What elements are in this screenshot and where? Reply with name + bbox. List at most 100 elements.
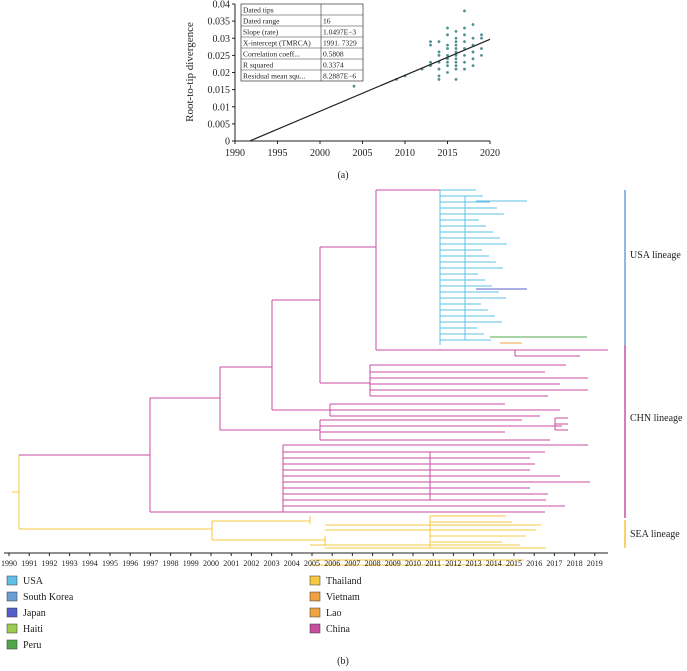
legend-label: South Korea <box>23 592 74 603</box>
table-cell-label: Slope (rate) <box>243 28 279 37</box>
data-point <box>454 50 458 54</box>
time-tick-label: 2004 <box>284 559 300 568</box>
lineage-label: USA lineage <box>630 250 681 261</box>
table-cell-label: Dated tips <box>243 6 274 15</box>
time-tick-label: 2012 <box>445 559 461 568</box>
legend-label: Japan <box>23 608 46 619</box>
legend-label: Peru <box>23 640 41 651</box>
panel-label-a: (a) <box>337 170 348 181</box>
time-tick-label: 2010 <box>405 559 421 568</box>
time-tick-label: 1991 <box>21 559 37 568</box>
data-point <box>429 40 432 44</box>
data-point <box>480 53 483 57</box>
legend-swatch <box>309 607 321 618</box>
data-point <box>437 67 441 71</box>
tree-panel: USA lineage CHN lineage SEA lineage 1990 19… <box>1 189 683 667</box>
table-cell-label: Correlation coeff... <box>243 50 300 59</box>
data-point <box>480 36 483 40</box>
data-point <box>446 43 449 47</box>
time-tick-label: 2013 <box>466 559 482 568</box>
time-tick-label: 2009 <box>385 559 401 568</box>
x-tick-label: 2010 <box>395 148 415 159</box>
tree-branches <box>12 189 608 566</box>
data-point <box>454 36 458 40</box>
y-tick-label: 0.03 <box>213 34 231 45</box>
x-tick-label: 2020 <box>480 148 500 159</box>
data-point <box>446 53 449 57</box>
data-point <box>463 33 466 37</box>
legend-swatch <box>6 591 18 602</box>
stats-table: Dated tips Dated range 16 Slope (rate) 1.049… <box>240 3 364 82</box>
x-tick-label: 2015 <box>438 148 458 159</box>
data-point <box>454 57 458 61</box>
data-point <box>454 30 458 33</box>
legend-label: China <box>326 624 350 635</box>
data-point <box>446 64 449 68</box>
data-point <box>463 60 466 64</box>
data-point <box>446 33 449 37</box>
lineage-label: CHN lineage <box>630 413 683 424</box>
table-cell-value: 0.5808 <box>323 50 344 59</box>
time-tick-label: 1992 <box>41 559 57 568</box>
legend: USA South Korea Japan Haiti Peru Thailand Viet… <box>6 575 362 651</box>
y-tick-label: 0 <box>225 137 230 148</box>
x-tick-label: 1990 <box>225 148 245 159</box>
data-point <box>429 60 432 64</box>
legend-swatch <box>6 575 18 586</box>
legend-swatch <box>6 623 18 634</box>
legend-label: Vietnam <box>326 592 360 603</box>
time-tick-label: 1995 <box>102 559 118 568</box>
y-tick-label: 0.04 <box>213 0 231 11</box>
data-point <box>454 67 458 71</box>
x-ticks: 1990 1995 2000 2005 2010 2015 2020 <box>225 141 500 159</box>
data-point <box>480 47 483 50</box>
y-tick-label: 0.025 <box>208 51 231 62</box>
legend-swatch <box>6 639 18 650</box>
legend-swatch <box>6 607 18 618</box>
table-cell-value: 1991. 7329 <box>323 39 357 48</box>
y-ticks: 0 0.005 0.01 0.015 0.02 0.025 0.03 0.035 0.04 <box>208 0 235 148</box>
table-cell-value: 0.3374 <box>323 61 344 70</box>
time-tick-label: 2015 <box>506 559 522 568</box>
table-cell-value: 8.2887E−6 <box>323 72 356 81</box>
data-point <box>437 77 441 81</box>
legend-label: USA <box>23 576 44 587</box>
time-tick-label: 2011 <box>425 559 441 568</box>
time-tick-label: 1996 <box>122 559 138 568</box>
lineage-labels: USA lineage CHN lineage SEA lineage <box>630 250 683 540</box>
data-point <box>446 60 449 64</box>
time-tick-label: 2008 <box>365 559 381 568</box>
legend-swatch <box>309 575 321 586</box>
data-point <box>463 67 466 71</box>
time-tick-label: 2001 <box>223 559 239 568</box>
data-point <box>446 47 449 50</box>
data-point <box>471 23 475 26</box>
y-tick-label: 0.02 <box>213 68 231 79</box>
data-point <box>471 64 475 68</box>
y-axis-label: Root-to-tip divergence <box>184 22 196 122</box>
x-tick-label: 1995 <box>268 148 288 159</box>
data-point <box>454 64 458 68</box>
time-tick-label: 1993 <box>62 559 78 568</box>
time-tick-label: 2003 <box>264 559 280 568</box>
legend-label: Haiti <box>23 624 43 635</box>
table-frame <box>240 3 364 82</box>
time-tick-label: 2000 <box>203 559 219 568</box>
data-point <box>463 40 466 44</box>
x-tick-label: 2000 <box>310 148 330 159</box>
table-cell-label: X-intercept (TMRCA) <box>243 39 311 48</box>
time-tick-label: 2014 <box>486 559 502 568</box>
data-point <box>454 47 458 50</box>
time-tick-label: 1990 <box>1 559 17 568</box>
lineage-label: SEA lineage <box>630 529 680 540</box>
time-tick-label: 1998 <box>163 559 179 568</box>
y-tick-label: 0.015 <box>208 85 231 96</box>
table-cell-label: Residual mean squ... <box>243 72 305 81</box>
data-point <box>437 53 441 57</box>
time-tick-label: 2016 <box>526 559 542 568</box>
data-points <box>352 9 483 88</box>
data-point <box>471 36 475 40</box>
data-point <box>454 43 458 47</box>
data-point <box>471 50 475 54</box>
y-tick-label: 0.035 <box>208 17 231 28</box>
